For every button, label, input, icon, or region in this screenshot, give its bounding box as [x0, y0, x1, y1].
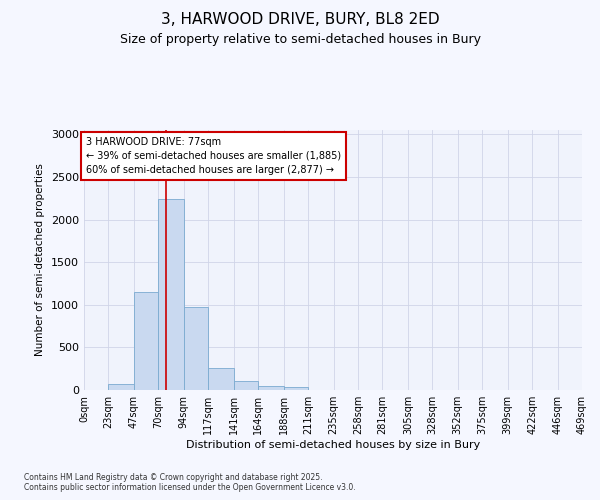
Bar [109, 384, 134, 390]
Bar [234, 380, 258, 390]
X-axis label: Distribution of semi-detached houses by size in Bury: Distribution of semi-detached houses by … [186, 440, 480, 450]
Text: Contains HM Land Registry data © Crown copyright and database right 2025.
Contai: Contains HM Land Registry data © Crown c… [24, 473, 356, 492]
Text: Size of property relative to semi-detached houses in Bury: Size of property relative to semi-detach… [119, 32, 481, 46]
Bar [258, 386, 284, 390]
Bar [158, 199, 184, 390]
Bar [134, 292, 158, 390]
Y-axis label: Number of semi-detached properties: Number of semi-detached properties [35, 164, 46, 356]
Bar [284, 388, 308, 390]
Bar [184, 308, 208, 390]
Text: 3 HARWOOD DRIVE: 77sqm
← 39% of semi-detached houses are smaller (1,885)
60% of : 3 HARWOOD DRIVE: 77sqm ← 39% of semi-det… [86, 137, 341, 175]
Text: 3, HARWOOD DRIVE, BURY, BL8 2ED: 3, HARWOOD DRIVE, BURY, BL8 2ED [161, 12, 439, 28]
Bar [208, 368, 234, 390]
